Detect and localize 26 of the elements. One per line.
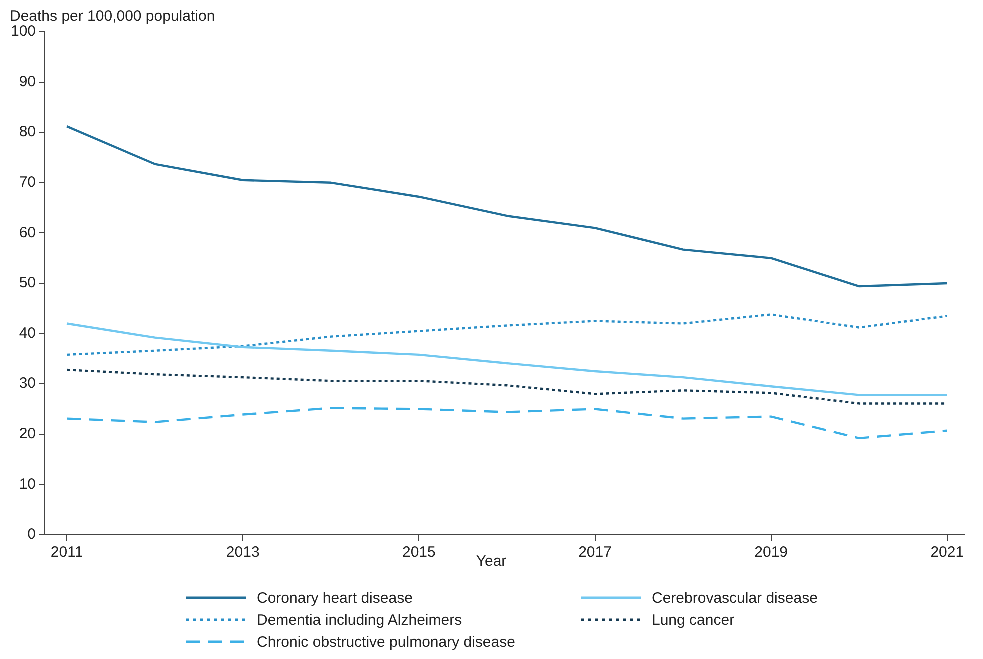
x-tick-label: 2021 [930, 544, 964, 562]
legend-label: Coronary heart disease [257, 590, 413, 606]
y-tick-label: 50 [19, 274, 36, 292]
y-tick-label: 40 [19, 324, 36, 342]
y-tick-label: 30 [19, 375, 36, 392]
legend-label: Chronic obstructive pulmonary disease [257, 634, 516, 650]
y-tick-label: 90 [19, 73, 36, 90]
y-tick-label: 80 [19, 124, 36, 141]
y-tick-label: 60 [19, 224, 36, 242]
x-tick-label: 2019 [754, 544, 788, 562]
x-axis-title: Year [476, 553, 507, 570]
y-tick-label: 20 [19, 426, 36, 443]
y-axis-title: Deaths per 100,000 population [10, 8, 216, 25]
line-series [66, 407, 948, 440]
legend-label: Cerebrovascular disease [652, 590, 818, 606]
x-tick-label: 2011 [50, 544, 84, 562]
x-tick-label: 2017 [578, 544, 612, 562]
y-tick-label: 10 [19, 476, 36, 493]
x-tick-label: 2013 [226, 544, 260, 562]
legend-label: Dementia including Alzheimers [257, 612, 462, 628]
x-tick-label: 2015 [402, 544, 436, 562]
legend-label: Lung cancer [652, 612, 735, 628]
line-series [66, 314, 948, 356]
y-tick-label: 100 [10, 23, 36, 40]
y-tick-label: 70 [19, 174, 36, 192]
y-tick-label: 0 [28, 526, 36, 544]
